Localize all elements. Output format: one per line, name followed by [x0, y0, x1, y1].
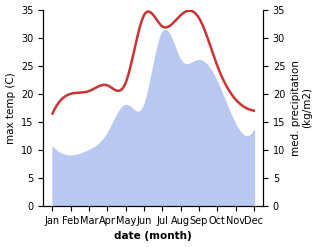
Y-axis label: max temp (C): max temp (C) [5, 72, 16, 144]
X-axis label: date (month): date (month) [114, 231, 192, 242]
Y-axis label: med. precipitation
(kg/m2): med. precipitation (kg/m2) [291, 60, 313, 156]
